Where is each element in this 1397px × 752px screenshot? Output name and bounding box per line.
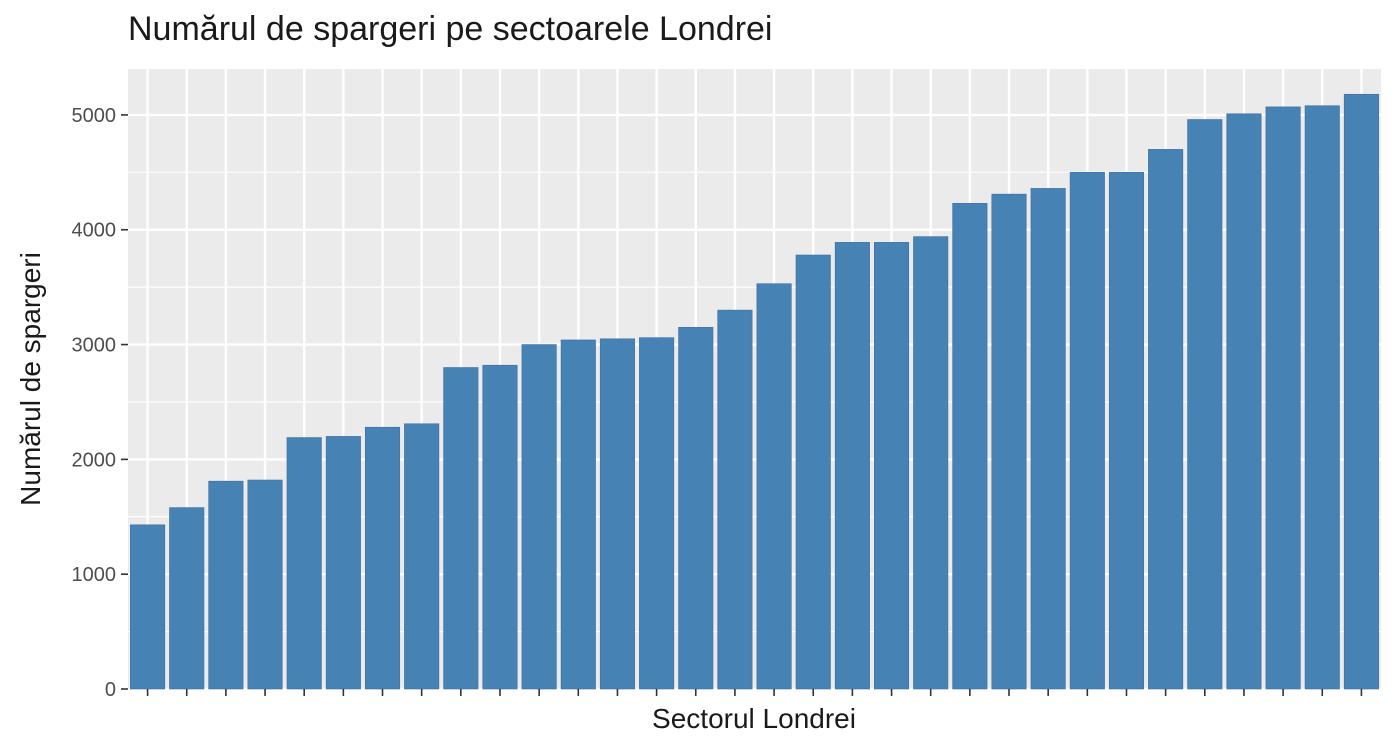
bar [795, 254, 831, 690]
bar [678, 327, 714, 690]
y-tick-label: 4000 [72, 220, 117, 242]
bar [1108, 172, 1145, 690]
x-axis [146, 689, 1363, 696]
bar [834, 242, 870, 690]
y-tick-label: 3000 [72, 335, 117, 357]
bar [1304, 105, 1340, 690]
y-tick-label: 0 [105, 679, 116, 701]
bar [1148, 149, 1184, 690]
bar [874, 242, 910, 690]
bar [717, 309, 753, 690]
bar [208, 480, 244, 690]
bars [130, 93, 1379, 690]
y-axis: 0 1000 2000 3000 4000 5000 [72, 105, 128, 701]
bar [913, 236, 949, 690]
bar [325, 436, 361, 690]
bar [639, 337, 675, 690]
bar [952, 203, 988, 690]
y-tick-label: 1000 [72, 564, 117, 586]
bar [756, 283, 792, 690]
bar [991, 193, 1027, 690]
x-axis-title: Sectorul Londrei [652, 703, 856, 734]
bar [599, 338, 635, 690]
bar [443, 367, 479, 690]
y-tick-label: 2000 [72, 449, 117, 471]
bar [1265, 106, 1301, 690]
y-axis-title: Numărul de spargeri [15, 252, 46, 506]
bar [1343, 93, 1379, 690]
bar [364, 426, 401, 690]
bar [130, 524, 166, 690]
bar [1187, 119, 1223, 690]
bar [1030, 188, 1066, 690]
bar [169, 507, 205, 690]
bar [521, 344, 557, 690]
bar [247, 479, 283, 690]
bar [404, 423, 440, 690]
chart-title: Numărul de spargeri pe sectoarele Londre… [128, 10, 773, 48]
bar [1226, 113, 1262, 690]
bar [560, 339, 596, 690]
bar [286, 437, 322, 690]
bar [482, 364, 518, 690]
bar [1069, 172, 1105, 690]
y-tick-label: 5000 [72, 105, 117, 127]
